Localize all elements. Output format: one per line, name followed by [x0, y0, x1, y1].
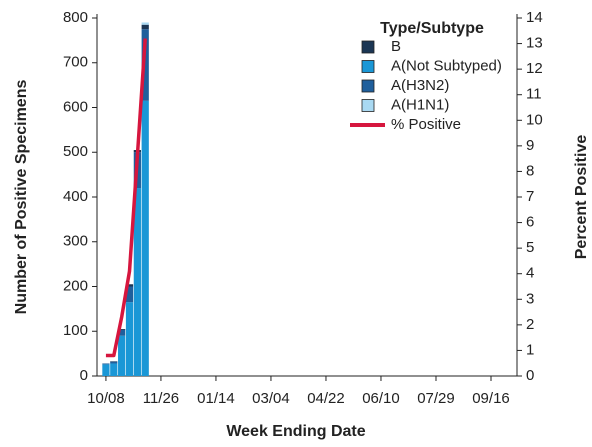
y-tick-label: 100 — [63, 322, 88, 339]
y2-tick-label: 3 — [526, 290, 534, 307]
y2-tick-label: 2 — [526, 316, 534, 333]
y2-tick-label: 0 — [526, 367, 534, 384]
y2-tick-label: 13 — [526, 35, 543, 52]
bar-segment — [126, 302, 133, 376]
y-tick-label: 400 — [63, 188, 88, 205]
y2-tick-label: 4 — [526, 265, 534, 282]
y2-tick-label: 9 — [526, 137, 534, 154]
y2-tick-label: 12 — [526, 60, 543, 77]
x-axis-title: Week Ending Date — [226, 423, 365, 440]
y2-tick-label: 6 — [526, 214, 534, 231]
bar-segment — [142, 22, 149, 24]
x-tick-label: 03/04 — [252, 390, 290, 407]
bar-segment — [142, 101, 149, 376]
bar-segment — [102, 364, 109, 376]
legend-label: % Positive — [391, 116, 461, 133]
legend-label: A(Not Subtyped) — [391, 57, 502, 74]
y2-tick-label: 14 — [526, 9, 543, 26]
x-tick-label: 01/14 — [197, 390, 235, 407]
x-tick-label: 11/26 — [143, 390, 179, 407]
y-tick-label: 800 — [63, 9, 88, 26]
legend-swatch — [362, 41, 374, 53]
y-tick-label: 600 — [63, 98, 88, 115]
y-axis-title: Number of Positive Specimens — [13, 80, 30, 315]
legend-title: Type/Subtype — [380, 20, 484, 37]
y2-tick-label: 5 — [526, 239, 534, 256]
y2-tick-label: 8 — [526, 162, 534, 179]
y-tick-label: 300 — [63, 233, 88, 250]
y2-tick-label: 1 — [526, 341, 534, 358]
bar-segment — [102, 363, 109, 364]
y-tick-label: 0 — [80, 367, 88, 384]
x-tick-label: 07/29 — [417, 390, 455, 407]
y-tick-label: 700 — [63, 54, 88, 71]
y-tick-label: 200 — [63, 277, 88, 294]
bar-segment — [110, 363, 117, 376]
legend-swatch — [362, 80, 374, 92]
bar-segment — [118, 336, 125, 376]
x-tick-label: 06/10 — [362, 390, 400, 407]
x-tick-label: 10/08 — [87, 390, 125, 407]
x-tick-label: 09/16 — [472, 390, 510, 407]
x-tick-label: 04/22 — [307, 390, 345, 407]
y2-axis-title: Percent Positive — [573, 135, 590, 260]
y-tick-label: 500 — [63, 143, 88, 160]
bar-segment — [110, 362, 117, 364]
y2-tick-label: 10 — [526, 111, 543, 128]
legend-label: A(H3N2) — [391, 77, 449, 94]
bar-segment — [142, 25, 149, 29]
y2-tick-label: 7 — [526, 188, 534, 205]
legend-swatch — [362, 61, 374, 73]
y2-tick-label: 11 — [526, 86, 542, 103]
legend-label: B — [391, 38, 401, 55]
legend-label: A(H1N1) — [391, 96, 449, 113]
legend-swatch — [362, 100, 374, 112]
